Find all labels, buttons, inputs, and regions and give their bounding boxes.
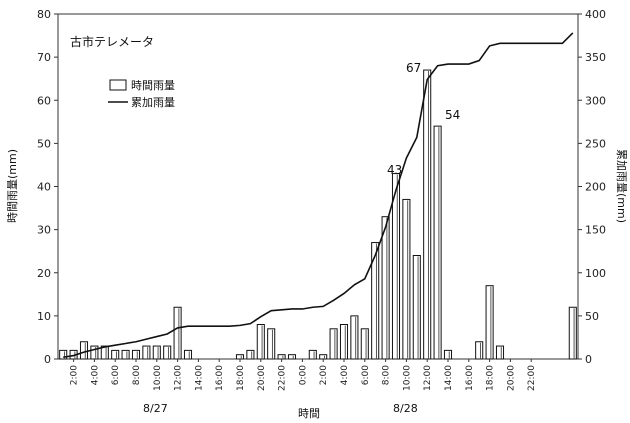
x-tick-label: 6:00 <box>111 365 121 385</box>
hourly-rainfall-bar <box>111 349 120 360</box>
data-label-54: 54 <box>445 108 460 122</box>
hourly-rainfall-bar <box>163 345 172 360</box>
legend-bar-label: 時間雨量 <box>131 79 175 92</box>
cumulative-rainfall-line <box>63 32 574 359</box>
hourly-rainfall-bar <box>402 198 411 360</box>
y-right-tick-label: 150 <box>585 224 606 237</box>
y-right-tick-label: 250 <box>585 137 606 150</box>
hourly-rainfall-bar <box>433 125 442 360</box>
x-tick-label: 14:00 <box>194 365 204 391</box>
y-axis-right-label: 累加雨量(mm) <box>615 149 628 223</box>
x-tick-label: 18:00 <box>486 365 496 391</box>
hourly-rainfall-bar <box>423 69 432 360</box>
y-right-tick-label: 200 <box>585 181 606 194</box>
y-axis-left-label: 時間雨量(mm) <box>6 149 19 223</box>
hourly-rainfall-bar <box>152 345 161 360</box>
date-label-8-28: 8/28 <box>393 402 418 415</box>
hourly-rainfall-bar <box>59 349 68 360</box>
x-tick-label: 10:00 <box>402 365 412 391</box>
x-tick-label: 22:00 <box>527 365 537 391</box>
y-right-tick-label: 300 <box>585 94 606 107</box>
y-right-tick-label: 0 <box>585 353 592 366</box>
hourly-rainfall-bar <box>90 345 99 360</box>
data-label-43: 43 <box>387 163 402 177</box>
x-tick-label: 4:00 <box>340 365 350 385</box>
hourly-rainfall-bar <box>308 349 317 360</box>
x-tick-label: 12:00 <box>174 365 184 391</box>
x-tick-label: 22:00 <box>278 365 288 391</box>
y-left-tick-label: 20 <box>37 267 51 280</box>
x-tick-label: 6:00 <box>361 365 371 385</box>
hourly-rainfall-bar <box>256 324 265 360</box>
hourly-rainfall-bar <box>235 354 245 360</box>
x-tick-label: 8:00 <box>132 365 142 385</box>
x-tick-label: 4:00 <box>90 365 100 385</box>
hourly-rainfall-bar <box>246 349 255 360</box>
x-tick-label: 0:00 <box>298 365 308 385</box>
hourly-rainfall-bar <box>79 341 89 360</box>
chart-title: 古市テレメータ <box>70 34 154 49</box>
hourly-rainfall-bar <box>183 349 193 360</box>
hourly-rainfall-bar <box>319 354 328 360</box>
y-left-tick-label: 70 <box>37 51 51 64</box>
hourly-rainfall-bar <box>568 306 577 360</box>
y-right-tick-label: 50 <box>585 310 599 323</box>
hourly-rainfall-bar <box>339 324 349 360</box>
y-left-tick-label: 60 <box>37 94 51 107</box>
hourly-rainfall-bar <box>495 345 505 360</box>
data-label-67: 67 <box>406 61 421 75</box>
hourly-rainfall-bar <box>267 328 276 360</box>
date-label-8-27: 8/27 <box>143 402 168 415</box>
x-tick-label: 20:00 <box>506 365 516 391</box>
legend: 時間雨量 累加雨量 <box>108 79 175 109</box>
hourly-rainfall-bar <box>142 345 151 360</box>
hourly-rainfall-bar <box>277 354 286 360</box>
x-tick-label: 18:00 <box>236 365 246 391</box>
hourly-rainfall-bar <box>173 306 182 360</box>
y-right-tick-label: 100 <box>585 267 606 280</box>
legend-line-label: 累加雨量 <box>131 96 175 109</box>
hourly-rainfall-bar <box>443 349 453 360</box>
hourly-rainfall-bar <box>381 216 390 360</box>
hourly-rainfall-bar <box>475 341 484 360</box>
y-left-tick-label: 80 <box>37 8 51 21</box>
x-tick-label: 16:00 <box>465 365 475 391</box>
hourly-rainfall-bar <box>391 173 401 360</box>
hourly-rainfall-bar <box>412 255 421 360</box>
hourly-rainfall-bar <box>131 349 141 360</box>
y-left-tick-label: 30 <box>37 224 51 237</box>
x-tick-label: 12:00 <box>423 365 433 391</box>
x-axis-label: 時間 <box>298 407 320 420</box>
hourly-rainfall-bar <box>287 354 297 360</box>
legend-bar-swatch <box>109 79 127 91</box>
hourly-rainfall-bar <box>329 328 338 360</box>
x-tick-label: 2:00 <box>319 365 329 385</box>
y-right-tick-label: 350 <box>585 51 606 64</box>
y-left-tick-label: 10 <box>37 310 51 323</box>
y-left-tick-label: 40 <box>37 181 51 194</box>
x-tick-label: 16:00 <box>215 365 225 391</box>
x-tick-label: 2:00 <box>70 365 80 385</box>
x-tick-label: 10:00 <box>153 365 163 391</box>
y-right-tick-label: 400 <box>585 8 606 21</box>
hourly-rainfall-bar <box>100 345 109 360</box>
x-tick-label: 20:00 <box>257 365 267 391</box>
y-left-tick-label: 0 <box>44 353 51 366</box>
hourly-rainfall-bar <box>121 349 130 360</box>
hourly-rainfall-bar <box>485 285 494 360</box>
hourly-rainfall-bar <box>371 242 380 360</box>
y-left-tick-label: 50 <box>37 137 51 150</box>
hourly-rainfall-bar <box>350 315 359 360</box>
hourly-rainfall-bar <box>360 328 369 360</box>
x-tick-label: 14:00 <box>444 365 454 391</box>
x-tick-label: 8:00 <box>382 365 392 385</box>
